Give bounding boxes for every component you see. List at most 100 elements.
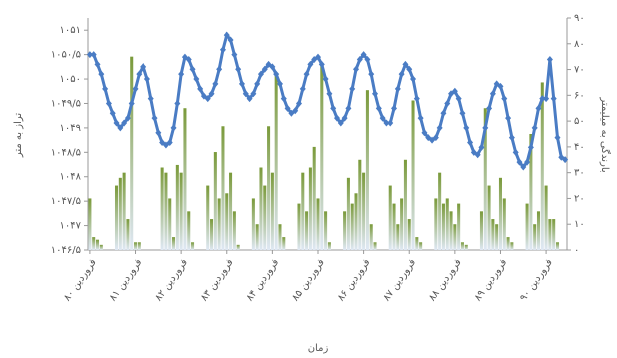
line-marker — [216, 65, 223, 73]
line-marker — [478, 143, 485, 151]
bar — [217, 198, 221, 250]
y-tick-label: ۱۰۴۸/۵ — [51, 147, 81, 158]
line-marker — [436, 124, 443, 132]
x-tick-label: فروردین ۸۱ — [107, 257, 144, 303]
line-marker — [227, 36, 234, 44]
line-marker — [474, 151, 481, 159]
line-marker — [383, 119, 390, 127]
line-marker — [90, 51, 97, 59]
line-marker — [467, 139, 474, 147]
line-marker — [246, 95, 253, 103]
line-marker — [86, 51, 93, 59]
bar — [301, 172, 305, 250]
y2-tick-label: ۸۰ — [574, 39, 585, 50]
bar — [297, 203, 301, 250]
line-marker — [455, 95, 462, 103]
line-marker — [261, 65, 268, 73]
line-marker — [562, 156, 569, 164]
bar — [126, 219, 130, 250]
line-marker — [219, 46, 226, 54]
line-marker — [539, 95, 546, 103]
line-marker — [535, 104, 542, 112]
bar — [312, 146, 316, 250]
y-tick-label: ۱۰۵۱ — [60, 25, 81, 36]
line-marker — [489, 90, 496, 98]
bar — [133, 242, 138, 250]
line-marker — [113, 119, 120, 127]
bar — [445, 198, 449, 250]
line-marker — [238, 80, 245, 88]
line-marker — [185, 56, 192, 64]
x-tick-label: فروردین ۸۲ — [153, 257, 190, 303]
line-marker — [387, 119, 394, 127]
line-marker — [303, 70, 310, 78]
bar — [403, 159, 407, 250]
line-marker — [189, 65, 196, 73]
bar — [114, 185, 119, 250]
line-marker — [102, 85, 109, 93]
bar — [362, 172, 366, 250]
x-tick-label: فروردین ۸۷ — [381, 257, 418, 303]
bar — [407, 219, 411, 250]
bar — [229, 172, 233, 250]
bar — [552, 219, 556, 250]
line-marker — [550, 95, 557, 103]
bar — [92, 237, 96, 250]
line-marker — [398, 70, 405, 78]
line-marker — [295, 99, 302, 107]
line-marker — [345, 104, 352, 112]
y2-tick-label: ۳۰ — [574, 168, 585, 179]
line-marker — [98, 70, 105, 78]
x-tick-label: فروردین ۸۳ — [199, 257, 236, 303]
line-marker — [391, 104, 398, 112]
line-marker — [527, 143, 534, 151]
line-marker — [444, 99, 451, 107]
line-marker — [337, 119, 344, 127]
y2-tick-label: ۹۰ — [574, 13, 585, 24]
bar — [548, 219, 552, 250]
line-marker — [379, 114, 386, 122]
bar — [358, 159, 362, 250]
line-marker — [554, 134, 561, 142]
bar — [460, 242, 464, 250]
y2-tick-label: ۴۰ — [574, 142, 585, 153]
line-marker — [318, 60, 325, 68]
line-marker — [166, 139, 173, 147]
line-marker — [326, 90, 333, 98]
line-marker — [417, 114, 424, 122]
bar — [498, 177, 502, 250]
y2-tick-label: ۰ — [574, 245, 579, 256]
y-axis-title: تراز به متر — [13, 113, 24, 159]
line-marker — [546, 56, 553, 64]
line-marker — [482, 124, 489, 132]
line-marker — [299, 85, 306, 93]
x-tick-label: فروردین ۸۰ — [62, 257, 99, 303]
y-tick-label: ۱۰۵۰/۵ — [51, 50, 81, 61]
line-marker — [543, 95, 550, 103]
bar — [464, 244, 468, 250]
line-marker — [330, 104, 337, 112]
bar — [99, 244, 103, 250]
x-tick-label: فروردین ۹۰ — [518, 257, 555, 303]
bar — [213, 152, 217, 250]
line-marker — [508, 134, 515, 142]
line-marker — [372, 90, 379, 98]
bar — [191, 242, 195, 250]
line-marker — [360, 51, 367, 59]
y-tick-label: ۱۰۴۹/۵ — [51, 98, 81, 109]
bar — [274, 74, 278, 250]
bar — [187, 211, 191, 250]
y2-axis-title: بارندگی به میلیمتر — [599, 96, 611, 172]
line-marker — [368, 70, 375, 78]
y2-tick-label: ۷۰ — [574, 65, 585, 76]
bar — [540, 82, 544, 250]
bar — [483, 108, 487, 250]
bar — [533, 224, 537, 250]
line-marker — [486, 104, 493, 112]
line-marker — [406, 65, 413, 73]
bar — [555, 242, 560, 250]
bar — [168, 198, 172, 250]
line-marker — [341, 114, 348, 122]
line-marker — [501, 95, 508, 103]
